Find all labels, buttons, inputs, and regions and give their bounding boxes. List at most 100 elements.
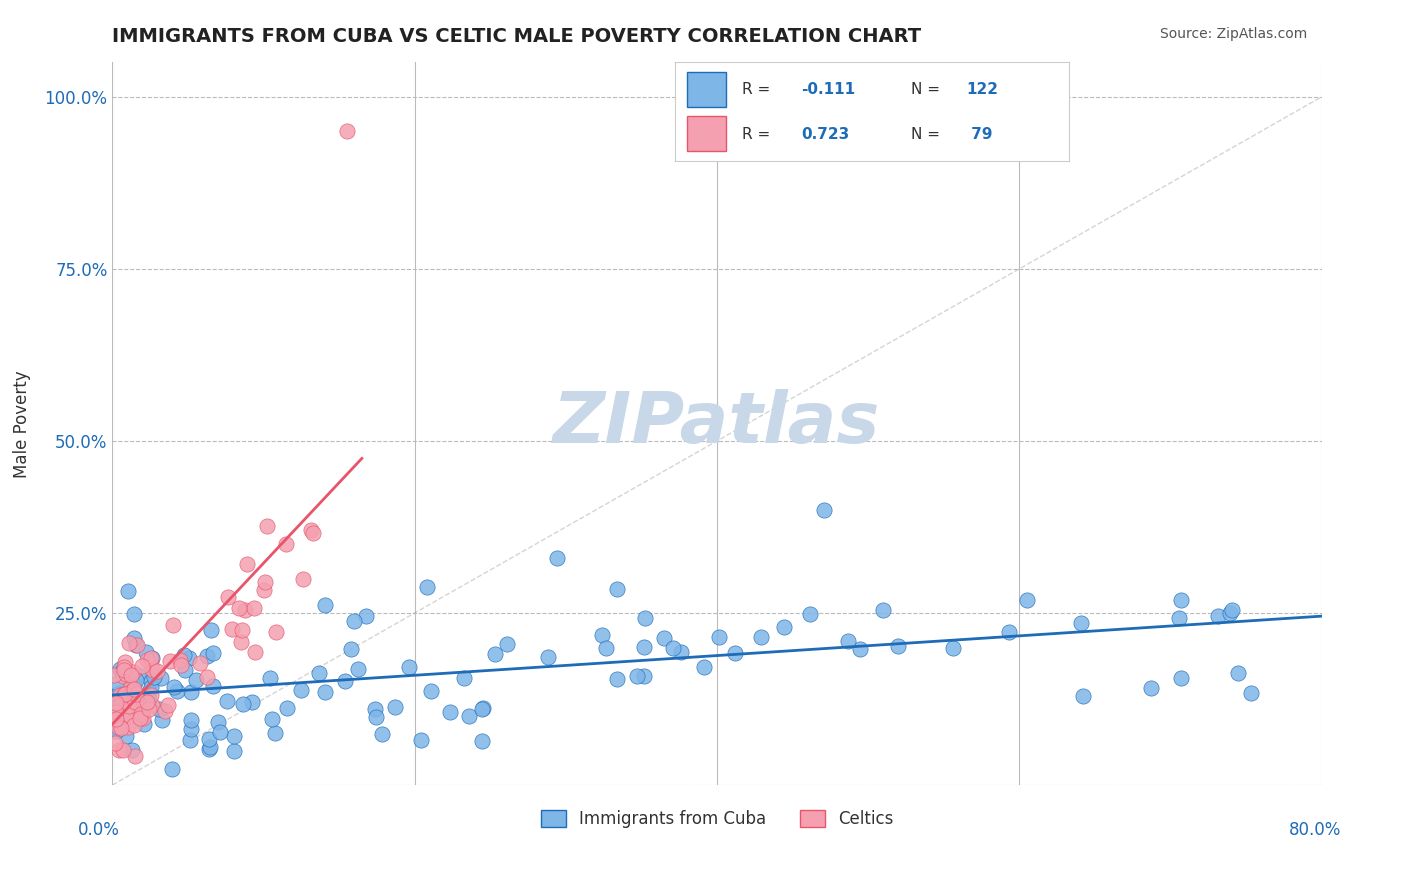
Point <box>117 720 139 734</box>
Point <box>240 695 263 709</box>
Point <box>471 702 494 716</box>
Point <box>114 687 136 701</box>
Point <box>156 698 179 712</box>
Point <box>148 702 170 716</box>
Point <box>110 721 132 735</box>
Point <box>314 685 336 699</box>
Point <box>104 700 127 714</box>
Point <box>633 640 655 654</box>
Point <box>346 662 368 676</box>
Point <box>139 680 162 694</box>
Point <box>221 623 243 637</box>
Point <box>108 662 131 676</box>
Y-axis label: Male Poverty: Male Poverty <box>13 370 31 477</box>
Point <box>1140 681 1163 695</box>
Point <box>129 710 152 724</box>
Point <box>110 689 132 703</box>
Point <box>108 686 131 700</box>
Point <box>998 624 1021 639</box>
Point <box>112 663 135 677</box>
Point <box>591 627 613 641</box>
Point <box>274 537 297 551</box>
Point <box>471 734 494 748</box>
Point <box>1071 689 1094 703</box>
Point <box>314 599 336 613</box>
Point <box>188 656 211 670</box>
Point <box>256 519 278 533</box>
Text: N =: N = <box>911 127 945 142</box>
Point <box>259 671 281 685</box>
Point <box>605 582 627 597</box>
Point <box>170 657 193 672</box>
Point <box>292 572 315 586</box>
Point <box>364 709 387 723</box>
Point <box>129 707 152 722</box>
Point <box>260 712 283 726</box>
Point <box>118 688 141 702</box>
Text: 80.0%: 80.0% <box>1288 821 1341 838</box>
Point <box>1240 685 1263 699</box>
Point <box>837 634 859 648</box>
Point <box>228 600 250 615</box>
Point <box>290 683 312 698</box>
Point <box>103 668 125 682</box>
Point <box>209 725 232 739</box>
Point <box>142 663 165 677</box>
Point <box>135 645 157 659</box>
Point <box>141 688 163 702</box>
Point <box>198 732 221 747</box>
Point <box>356 609 378 624</box>
Point <box>118 700 141 714</box>
Point <box>131 659 153 673</box>
Point <box>132 704 155 718</box>
Point <box>398 660 420 674</box>
Text: Source: ZipAtlas.com: Source: ZipAtlas.com <box>1160 27 1308 41</box>
Point <box>724 646 747 660</box>
Point <box>849 642 872 657</box>
Text: R =: R = <box>742 127 775 142</box>
Point <box>308 666 330 681</box>
Point <box>207 714 229 729</box>
Point <box>201 679 224 693</box>
Point <box>799 607 821 622</box>
Point <box>409 733 432 747</box>
Point <box>118 681 141 695</box>
Text: R =: R = <box>742 82 775 97</box>
Point <box>124 685 146 699</box>
Point <box>125 687 148 701</box>
Point <box>709 630 731 644</box>
Point <box>266 624 288 639</box>
Point <box>125 638 148 652</box>
Point <box>173 663 195 677</box>
Text: N =: N = <box>911 82 945 97</box>
Point <box>232 697 254 711</box>
Point <box>141 651 163 665</box>
Point <box>120 673 142 687</box>
Point <box>105 723 128 738</box>
Point <box>118 636 141 650</box>
Point <box>117 701 139 715</box>
Point <box>198 739 221 754</box>
Point <box>363 702 385 716</box>
Point <box>243 601 266 615</box>
Point <box>371 727 394 741</box>
Point <box>546 551 568 566</box>
Point <box>115 730 138 744</box>
Point <box>749 630 772 644</box>
Point <box>420 683 443 698</box>
Point <box>197 648 219 663</box>
Point <box>416 580 439 594</box>
Point <box>118 707 141 722</box>
Point <box>229 635 252 649</box>
Point <box>224 729 246 743</box>
Point <box>136 652 159 666</box>
Point <box>1219 606 1241 620</box>
Point <box>141 698 163 713</box>
Point <box>439 705 461 719</box>
Text: 0.723: 0.723 <box>801 127 849 142</box>
Point <box>233 603 256 617</box>
Text: 79: 79 <box>966 127 993 142</box>
Point <box>141 650 163 665</box>
Point <box>496 637 519 651</box>
Point <box>773 620 796 634</box>
